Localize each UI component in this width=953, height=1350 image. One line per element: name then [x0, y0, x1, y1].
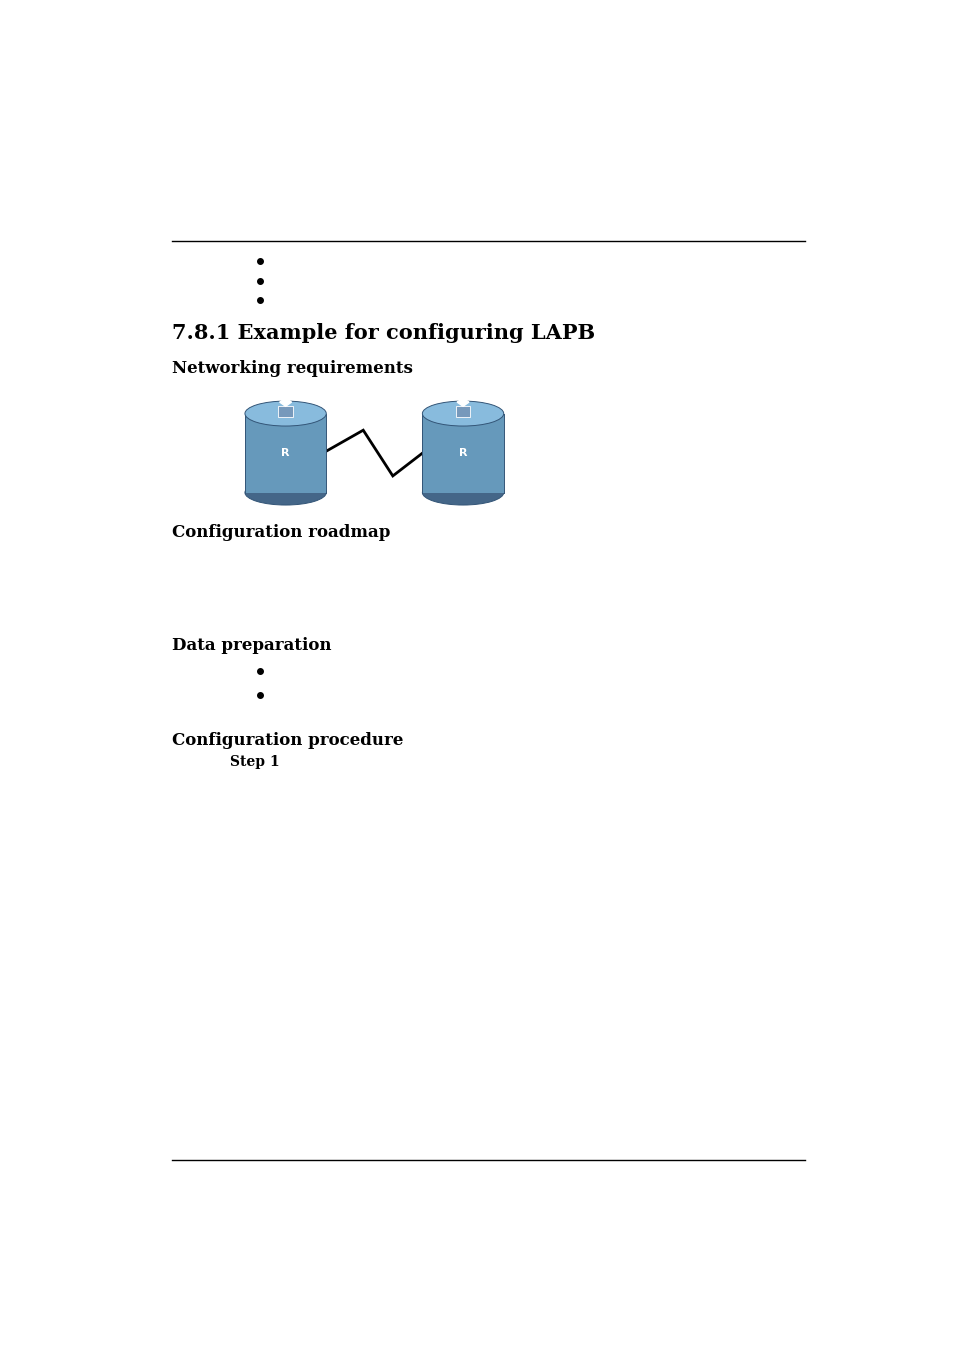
Text: Configuration roadmap: Configuration roadmap	[172, 524, 391, 541]
Polygon shape	[278, 406, 293, 417]
Ellipse shape	[245, 401, 326, 427]
Text: Step 1: Step 1	[230, 755, 279, 768]
Text: R: R	[458, 448, 467, 458]
Text: 7.8.1 Example for configuring LAPB: 7.8.1 Example for configuring LAPB	[172, 323, 595, 343]
Polygon shape	[456, 398, 469, 406]
Text: R: R	[281, 448, 290, 458]
Polygon shape	[245, 413, 326, 493]
Polygon shape	[422, 413, 503, 493]
Ellipse shape	[422, 481, 503, 505]
Ellipse shape	[245, 481, 326, 505]
Text: Data preparation: Data preparation	[172, 637, 332, 653]
Polygon shape	[279, 398, 292, 406]
Ellipse shape	[422, 401, 503, 427]
Text: Networking requirements: Networking requirements	[172, 359, 413, 377]
Text: Configuration procedure: Configuration procedure	[172, 732, 403, 749]
Polygon shape	[456, 406, 470, 417]
